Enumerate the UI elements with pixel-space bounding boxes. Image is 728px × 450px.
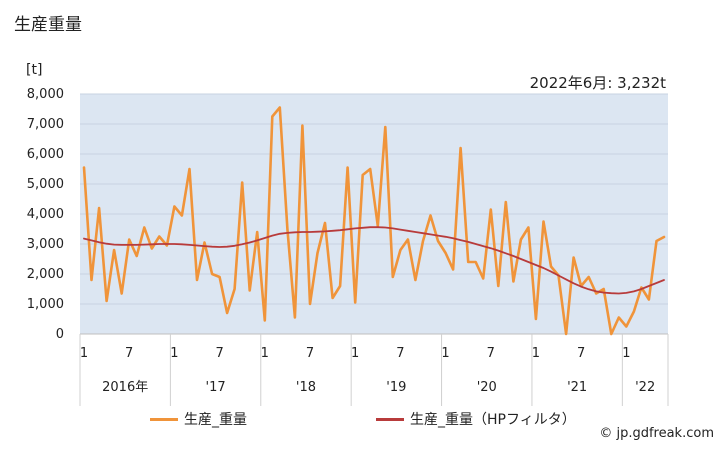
y-tick-label: 8,000 xyxy=(27,87,64,102)
source-credit: © jp.gdfreak.com xyxy=(599,426,714,441)
y-tick-label: 2,000 xyxy=(27,267,64,282)
y-tick-label: 3,000 xyxy=(27,237,64,252)
year-label: '18 xyxy=(296,380,316,395)
year-label: '19 xyxy=(386,380,406,395)
legend-swatch-trend xyxy=(376,417,404,421)
x-tick-label: 1 xyxy=(622,346,630,361)
x-tick-label: 1 xyxy=(441,346,449,361)
year-label: '21 xyxy=(567,380,587,395)
x-tick-label: 1 xyxy=(351,346,359,361)
x-tick-label: 7 xyxy=(396,346,404,361)
legend-label-production: 生産_重量 xyxy=(184,412,247,428)
x-tick-label: 7 xyxy=(577,346,585,361)
legend-label-trend: 生産_重量（HPフィルタ） xyxy=(410,412,576,428)
legend-item-production[interactable]: 生産_重量 xyxy=(150,409,247,429)
x-tick-label: 7 xyxy=(487,346,495,361)
latest-value-note: 2022年6月: 3,232t xyxy=(529,74,666,92)
legend-item-trend[interactable]: 生産_重量（HPフィルタ） xyxy=(376,409,576,429)
x-tick-label: 1 xyxy=(170,346,178,361)
y-tick-label: 6,000 xyxy=(27,147,64,162)
year-label: '17 xyxy=(206,380,226,395)
y-tick-label: 5,000 xyxy=(27,177,64,192)
y-tick-label: 1,000 xyxy=(27,297,64,312)
x-tick-label: 7 xyxy=(125,346,133,361)
x-tick-label: 1 xyxy=(532,346,540,361)
chart-title: 生産重量 xyxy=(14,15,82,35)
y-tick-label: 4,000 xyxy=(27,207,64,222)
x-tick-label: 7 xyxy=(215,346,223,361)
y-axis-unit: [t] xyxy=(26,62,43,78)
x-tick-label: 1 xyxy=(261,346,269,361)
series-line-production xyxy=(82,106,666,336)
x-tick-label: 1 xyxy=(80,346,88,361)
y-tick-label: 7,000 xyxy=(27,117,64,132)
y-tick-label: 0 xyxy=(56,327,64,342)
x-tick-label: 7 xyxy=(306,346,314,361)
series-line-trend xyxy=(83,226,665,295)
year-label: '22 xyxy=(635,380,655,395)
year-label: '20 xyxy=(477,380,497,395)
legend-swatch-production xyxy=(150,417,178,421)
year-label: 2016年 xyxy=(102,380,148,395)
